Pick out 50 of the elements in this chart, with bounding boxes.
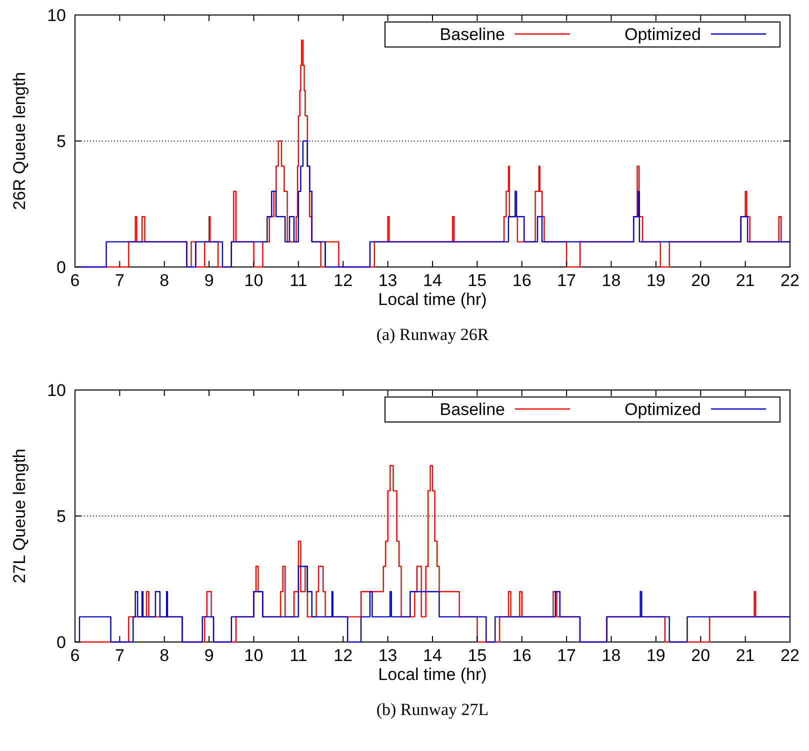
x-tick-label: 20 <box>691 646 710 665</box>
y-tick-label: 10 <box>47 6 66 25</box>
x-axis-title: Local time (hr) <box>378 665 487 684</box>
y-tick-label: 10 <box>47 381 66 400</box>
x-tick-label: 13 <box>378 646 398 665</box>
x-tick-label: 11 <box>290 271 308 290</box>
x-tick-label: 15 <box>468 271 487 290</box>
legend-label: Optimized <box>624 400 701 419</box>
x-tick-label: 19 <box>646 646 666 665</box>
text: (a) Runway 26R <box>376 325 490 344</box>
x-tick-label: 17 <box>557 271 576 290</box>
x-tick-label: 17 <box>557 646 576 665</box>
x-tick-label: 12 <box>334 646 353 665</box>
x-tick-label: 14 <box>423 271 442 290</box>
x-tick-label: 21 <box>736 271 755 290</box>
x-tick-label: 14 <box>423 646 442 665</box>
x-tick-label: 21 <box>736 646 755 665</box>
x-tick-label: 11 <box>290 646 308 665</box>
x-tick-label: 22 <box>780 271 800 290</box>
x-tick-label: 19 <box>646 271 666 290</box>
y-tick-label: 5 <box>56 132 66 151</box>
y-tick-label: 5 <box>56 507 66 526</box>
x-tick-label: 12 <box>334 271 353 290</box>
text: (b) Runway 27L <box>376 700 489 719</box>
y-tick-label: 0 <box>56 633 66 652</box>
legend-label: Optimized <box>624 25 701 44</box>
x-tick-label: 8 <box>160 271 170 290</box>
x-tick-label: 13 <box>378 271 398 290</box>
legend-label: Baseline <box>440 400 505 419</box>
x-tick-label: 20 <box>691 271 710 290</box>
legend-label: Baseline <box>440 25 505 44</box>
x-tick-label: 15 <box>468 646 487 665</box>
y-axis-title: 27L Queue length <box>10 448 29 584</box>
y-tick-label: 0 <box>56 258 66 277</box>
x-tick-label: 16 <box>512 271 532 290</box>
x-tick-label: 18 <box>602 646 621 665</box>
x-tick-label: 9 <box>204 646 214 665</box>
x-tick-label: 6 <box>70 271 80 290</box>
x-tick-label: 6 <box>70 646 80 665</box>
x-tick-label: 22 <box>780 646 800 665</box>
x-axis-title: Local time (hr) <box>378 290 487 309</box>
x-tick-label: 7 <box>114 271 124 290</box>
x-tick-label: 10 <box>244 271 264 290</box>
x-tick-label: 9 <box>204 271 214 290</box>
x-tick-label: 7 <box>114 646 124 665</box>
x-tick-label: 18 <box>602 271 621 290</box>
y-axis-title: 26R Queue length <box>10 72 29 210</box>
x-tick-label: 16 <box>512 646 532 665</box>
x-tick-label: 10 <box>244 646 264 665</box>
x-tick-label: 8 <box>160 646 170 665</box>
